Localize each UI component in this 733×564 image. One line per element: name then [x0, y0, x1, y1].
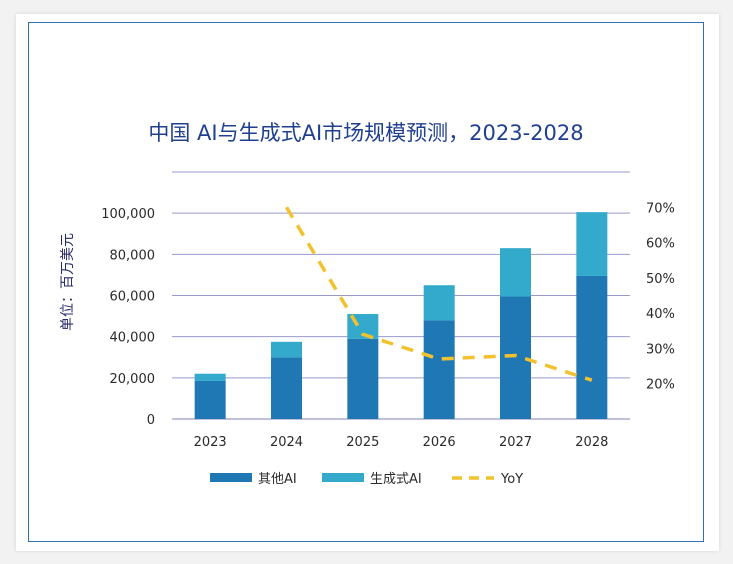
chart-title: 中国 AI与生成式AI市场规模预测，2023-2028	[148, 121, 583, 145]
bar-other-ai	[271, 357, 302, 419]
bar-gen-ai	[576, 212, 608, 276]
gridlines	[172, 171, 630, 420]
y2-tick-label: 60%	[646, 237, 675, 252]
x-tick-label: 2027	[499, 435, 532, 450]
y-tick-label: 80,000	[110, 248, 156, 263]
x-tick-label: 2025	[346, 435, 379, 450]
bar-gen-ai	[271, 341, 302, 358]
x-axis: 2023 2024 2025 2026 2027 2028	[194, 435, 609, 450]
bar-gen-ai	[500, 248, 531, 297]
x-tick-label: 2026	[423, 435, 456, 450]
legend-swatch-gen-ai	[322, 473, 364, 482]
y-axis-label: 单位：百万美元	[60, 233, 76, 331]
legend-label-yoy: YoY	[500, 472, 523, 487]
y2-tick-label: 50%	[646, 272, 675, 287]
bar-gen-ai	[423, 285, 455, 321]
legend-label-gen-ai: 生成式AI	[370, 472, 422, 487]
bar-other-ai	[423, 320, 455, 419]
x-tick-label: 2023	[194, 435, 227, 450]
y-axis: 0 20,000 40,000 60,000 80,000 100,000	[101, 207, 155, 428]
y2-tick-label: 70%	[646, 201, 675, 216]
legend-label-other-ai: 其他AI	[258, 472, 297, 487]
y-tick-label: 60,000	[110, 290, 156, 305]
y-tick-label: 0	[147, 413, 155, 428]
bars	[194, 212, 608, 419]
bar-gen-ai	[194, 373, 226, 381]
y-tick-label: 20,000	[110, 372, 156, 387]
legend-swatch-other-ai	[210, 473, 252, 482]
bar-other-ai	[576, 275, 608, 419]
y2-axis: 20% 30% 40% 50% 60% 70%	[646, 201, 675, 392]
y2-tick-label: 40%	[646, 307, 675, 322]
y2-tick-label: 20%	[646, 378, 675, 393]
y-tick-label: 40,000	[110, 331, 156, 346]
y-tick-label: 100,000	[101, 207, 155, 222]
x-tick-label: 2024	[270, 435, 303, 450]
y2-tick-label: 30%	[646, 342, 675, 357]
x-tick-label: 2028	[575, 435, 608, 450]
legend: 其他AI 生成式AI YoY	[210, 472, 523, 487]
bar-other-ai	[347, 338, 379, 419]
bar-other-ai	[194, 380, 226, 419]
